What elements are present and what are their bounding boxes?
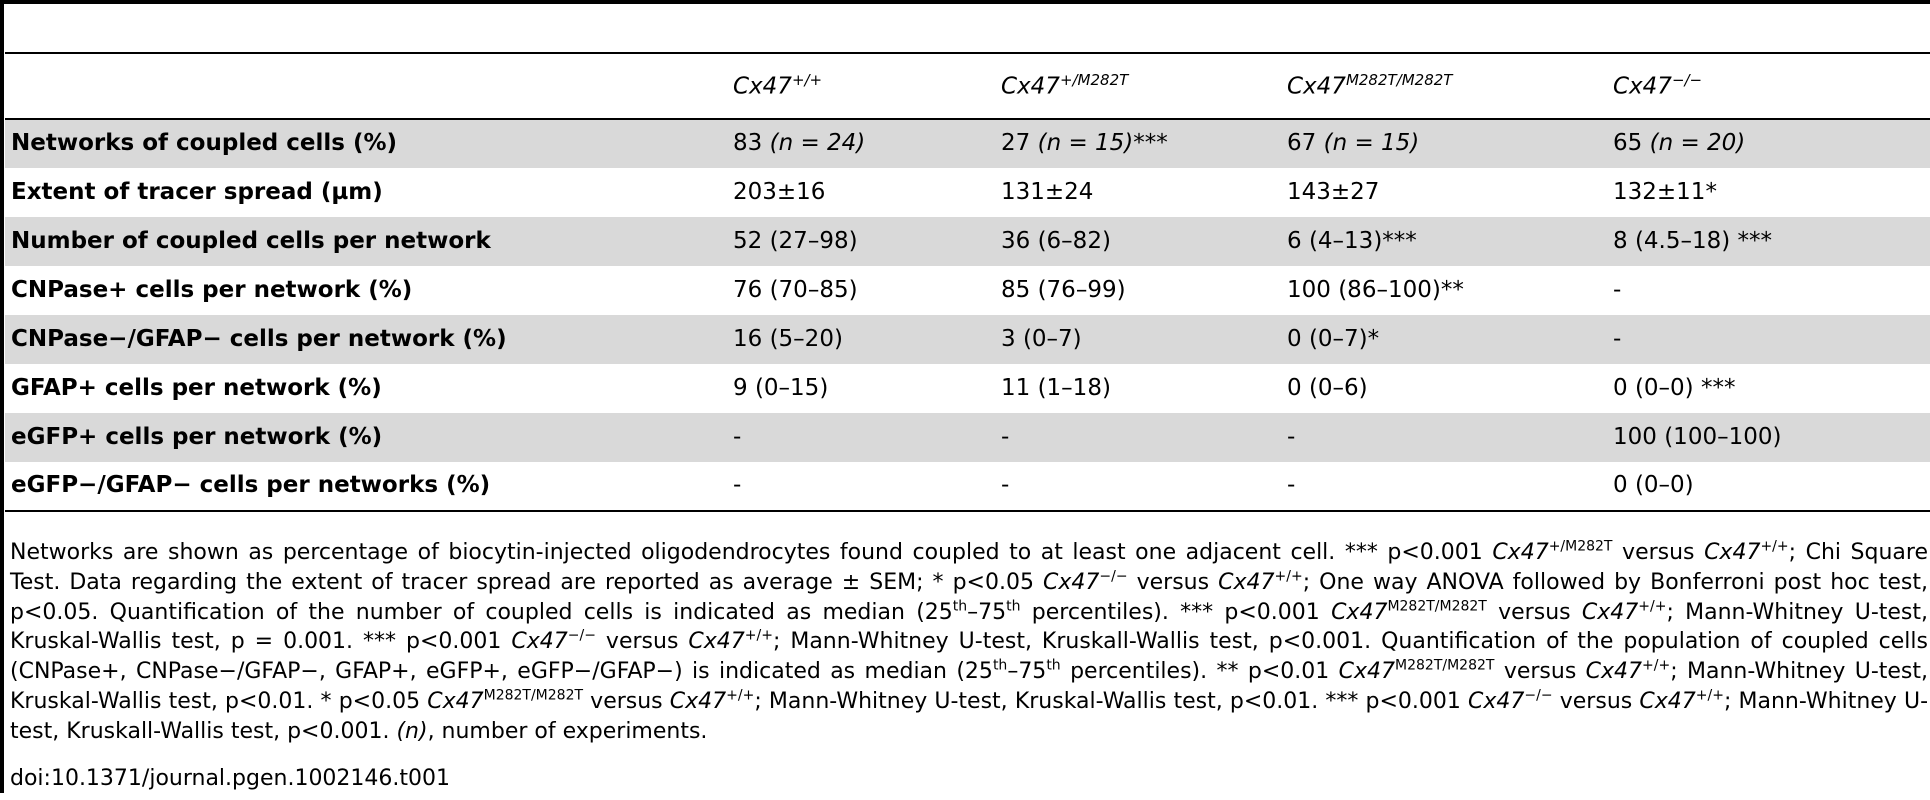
table-cell: 131±24 — [1001, 178, 1094, 205]
table-top-rule — [0, 0, 1930, 4]
row-label: eGFP+ cells per network (%) — [11, 423, 383, 450]
table-row: CNPase+ cells per network (%) 76 (70–85)… — [5, 266, 1930, 315]
table-row: CNPase−/GFAP− cells per network (%) 16 (… — [5, 315, 1930, 364]
doi-link[interactable]: doi:10.1371/journal.pgen.1002146.t001 — [10, 766, 451, 791]
table-cell: - — [733, 423, 742, 450]
table-cell: 76 (70–85) — [733, 276, 858, 303]
table-cell: 203±16 — [733, 178, 826, 205]
table-cell: 8 (4.5–18) *** — [1613, 227, 1773, 254]
table-cell: 65 (n = 20) — [1613, 130, 1746, 157]
row-label: GFAP+ cells per network (%) — [11, 374, 382, 401]
table-cell: 0 (0–0) *** — [1613, 374, 1736, 401]
table-cell: - — [733, 472, 742, 499]
table-cell: - — [1001, 472, 1010, 499]
table-cell: 143±27 — [1287, 178, 1380, 205]
table-row: Networks of coupled cells (%) 83 (n = 24… — [5, 119, 1930, 168]
table-cell: 16 (5–20) — [733, 325, 843, 352]
results-table: Cx47+/+ Cx47+/M282T Cx47M282T/M282T Cx47… — [5, 52, 1930, 512]
table-cell: - — [1001, 423, 1010, 450]
table-row: eGFP−/GFAP− cells per networks (%) - - -… — [5, 462, 1930, 511]
table-cell: 36 (6–82) — [1001, 227, 1111, 254]
table-row: Extent of tracer spread (µm) 203±16 131±… — [5, 168, 1930, 217]
table-cell: 67 (n = 15) — [1287, 130, 1420, 157]
header-empty — [5, 53, 727, 119]
row-label: eGFP−/GFAP− cells per networks (%) — [11, 472, 491, 499]
header-cx47-hom: Cx47M282T/M282T — [1287, 71, 1453, 100]
row-label: Number of coupled cells per network — [11, 227, 491, 254]
table-cell: 85 (76–99) — [1001, 276, 1126, 303]
table-cell: 9 (0–15) — [733, 374, 829, 401]
table-row: GFAP+ cells per network (%) 9 (0–15) 11 … — [5, 364, 1930, 413]
header-cx47-het: Cx47+/M282T — [1001, 71, 1129, 100]
table-footnote: Networks are shown as percentage of bioc… — [10, 538, 1929, 744]
row-label: CNPase+ cells per network (%) — [11, 276, 413, 303]
row-label: Networks of coupled cells (%) — [11, 130, 398, 157]
table-cell: 100 (86–100)** — [1287, 276, 1464, 303]
table-cell: - — [1287, 423, 1296, 450]
header-cx47-ko: Cx47−/− — [1613, 71, 1703, 100]
table-cell: 6 (4–13)*** — [1287, 227, 1417, 254]
table-cell: - — [1287, 472, 1296, 499]
table-cell: 83 (n = 24) — [733, 130, 866, 157]
page-left-border — [0, 0, 4, 793]
table-cell: 0 (0–7)* — [1287, 325, 1380, 352]
row-label: Extent of tracer spread (µm) — [11, 178, 383, 205]
table-header-row: Cx47+/+ Cx47+/M282T Cx47M282T/M282T Cx47… — [5, 53, 1930, 119]
table-row: eGFP+ cells per network (%) - - - 100 (1… — [5, 413, 1930, 462]
table-cell: 27 (n = 15)*** — [1001, 130, 1168, 157]
table-cell: 52 (27–98) — [733, 227, 858, 254]
table-cell: 3 (0–7) — [1001, 325, 1082, 352]
row-label: CNPase−/GFAP− cells per network (%) — [11, 325, 507, 352]
table-cell: - — [1613, 276, 1622, 303]
header-cx47-wt: Cx47+/+ — [733, 71, 823, 100]
table-cell: 0 (0–0) — [1613, 472, 1694, 499]
table-cell: 11 (1–18) — [1001, 374, 1111, 401]
table-cell: 132±11* — [1613, 178, 1717, 205]
table-cell: 0 (0–6) — [1287, 374, 1368, 401]
table-cell: 100 (100–100) — [1613, 423, 1782, 450]
table-cell: - — [1613, 325, 1622, 352]
table-row: Number of coupled cells per network 52 (… — [5, 217, 1930, 266]
